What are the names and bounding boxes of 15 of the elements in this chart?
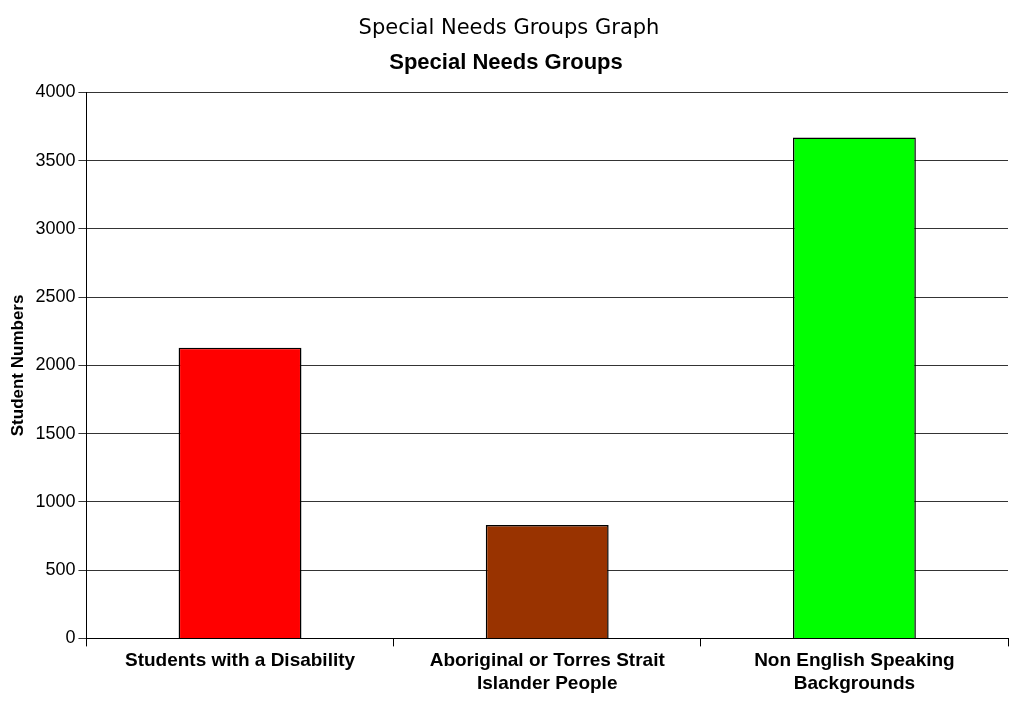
y-tick-label: 1000	[35, 490, 76, 511]
x-tick-label: Aboriginal or Torres Strait Islander People	[429, 649, 666, 693]
y-tick-label: 3000	[35, 217, 76, 238]
y-tick-label: 2500	[35, 286, 76, 307]
y-tick-label: 0	[65, 627, 76, 648]
y-tick-label: 2000	[35, 354, 76, 375]
y-axis-title: Student Numbers	[7, 294, 27, 437]
x-tick-label: Students with a Disability	[124, 649, 356, 671]
y-tick-label: 4000	[35, 81, 76, 102]
x-tick-label: Non English Speaking Backgrounds	[754, 649, 955, 693]
y-tick-label: 1500	[35, 422, 76, 443]
y-tick-label: 3500	[35, 149, 76, 170]
chart-title: Special Needs Groups Graph	[357, 14, 661, 41]
chart-subtitle: Special Needs Groups	[389, 49, 623, 75]
y-tick-label: 500	[45, 559, 76, 580]
